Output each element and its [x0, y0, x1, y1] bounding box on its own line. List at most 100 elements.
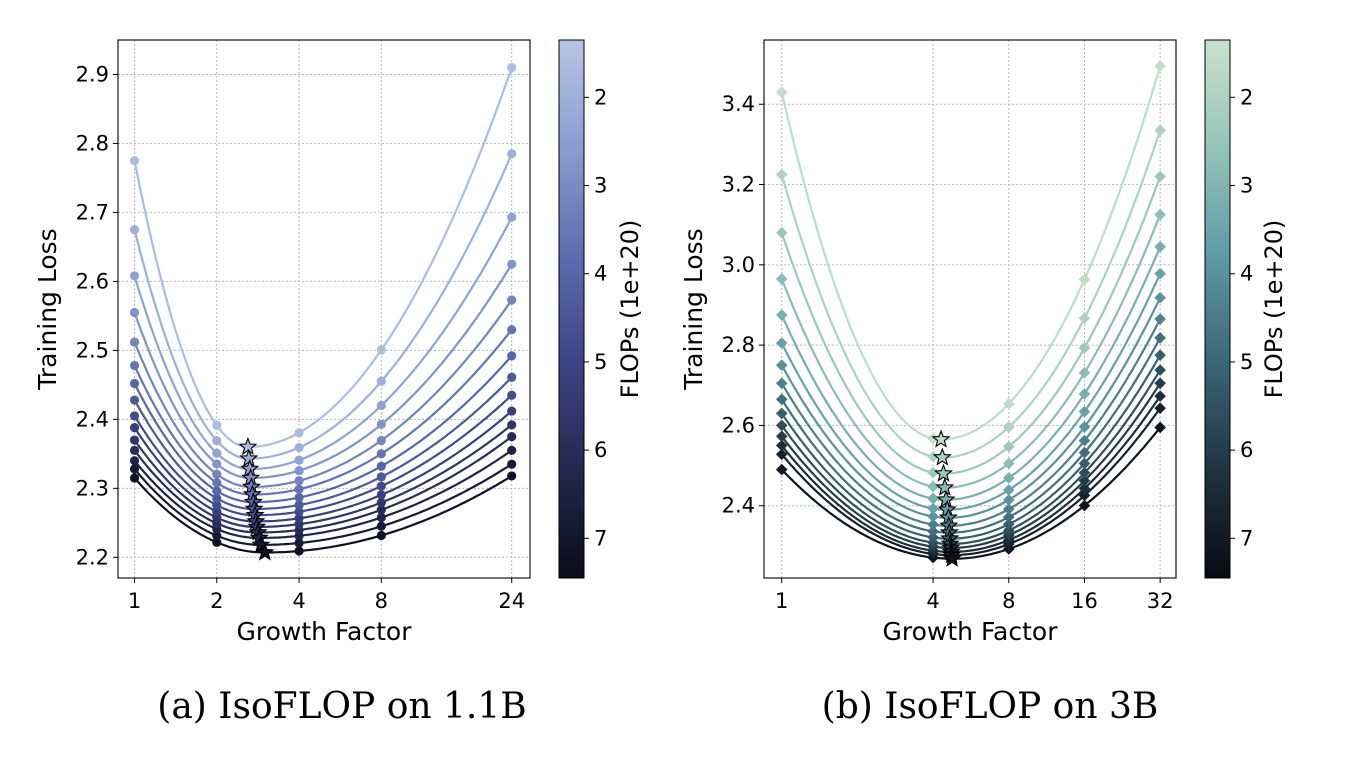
axes-frame-b — [763, 39, 1177, 579]
point-a-5.2-x24 — [507, 406, 517, 416]
point-a-7.2-x8 — [376, 530, 386, 541]
point-b-4-x8 — [1002, 494, 1015, 506]
point-b-7.2-x1 — [775, 463, 788, 476]
point-a-6.8-x8 — [376, 521, 386, 531]
point-b-3.2-x4 — [927, 492, 939, 505]
optimum-star-a-1.6 — [238, 436, 258, 456]
point-a-6.4-x1 — [129, 456, 140, 466]
point-a-4-x4 — [294, 492, 304, 503]
point-b-6.8-x1 — [775, 448, 788, 461]
point-b-3.2-x1 — [775, 309, 788, 321]
optimum-star-b-2 — [932, 447, 952, 466]
point-b-6.8-x32 — [1154, 402, 1166, 414]
point-a-1.6-x4 — [294, 428, 304, 438]
x-tick-label-32: 32 — [1147, 589, 1174, 613]
point-b-3.6-x16 — [1078, 405, 1091, 418]
x-tick-label-24: 24 — [498, 589, 525, 613]
point-b-4.8-x1 — [775, 393, 788, 406]
optimum-star-b-7.2 — [942, 548, 962, 567]
series-line-b-2.8 — [780, 214, 1162, 489]
point-a-2.4-x1 — [129, 271, 140, 281]
y-axis-label-a: Training Loss — [33, 228, 62, 390]
point-a-4.8-x24 — [507, 390, 517, 400]
point-b-4.4-x8 — [1002, 503, 1015, 515]
point-a-4-x1 — [129, 378, 140, 389]
colorbar-tick-label-a-5: 5 — [594, 350, 607, 374]
point-a-1.6-x2 — [212, 420, 222, 430]
point-b-4.8-x32 — [1154, 332, 1166, 344]
y-axis-label-b: Training Loss — [679, 228, 708, 390]
series-line-b-4.4 — [780, 318, 1162, 527]
caption-panel-b: (b) IsoFLOP on 3B — [821, 686, 1159, 727]
y-tick-label-2.9: 2.9 — [76, 62, 109, 86]
optimum-star-b-1.6 — [931, 429, 951, 448]
point-b-4-x1 — [775, 359, 788, 372]
colorbar-tick-label-b-7: 7 — [1240, 526, 1253, 550]
curves-b — [780, 65, 1162, 560]
point-a-7.2-x24 — [507, 471, 517, 481]
series-line-b-6 — [780, 382, 1162, 549]
point-b-6.8-x16 — [1078, 489, 1091, 502]
x-tick-label-16: 16 — [1071, 589, 1098, 613]
colorbar-tick-label-a-4: 4 — [594, 262, 607, 286]
point-a-2-x8 — [376, 376, 386, 386]
point-b-5.2-x16 — [1078, 457, 1091, 470]
series-line-a-6 — [133, 435, 513, 534]
point-b-2.4-x4 — [927, 466, 939, 479]
colorbar-b — [1204, 39, 1231, 579]
point-a-3.2-x2 — [212, 469, 222, 479]
point-a-2.8-x1 — [129, 307, 140, 318]
point-a-2.4-x4 — [294, 455, 304, 465]
point-a-3.2-x4 — [294, 476, 304, 486]
optima-b — [931, 429, 962, 567]
series-line-a-6.4 — [133, 449, 513, 540]
point-b-5.6-x32 — [1154, 364, 1166, 376]
point-a-3.2-x24 — [507, 295, 517, 305]
colorbar-tick-label-b-5: 5 — [1240, 350, 1253, 374]
point-a-3.6-x8 — [376, 449, 386, 459]
x-tick-label-1: 1 — [128, 589, 141, 613]
colorbar-a — [558, 39, 585, 579]
point-b-6.4-x1 — [775, 439, 788, 452]
series-line-b-1.6 — [780, 65, 1162, 441]
y-tick-label-3.0: 3.0 — [722, 253, 755, 277]
point-a-5.2-x4 — [294, 513, 304, 523]
point-a-7.2-x2 — [212, 537, 222, 547]
point-a-4.4-x8 — [376, 472, 386, 482]
point-a-6-x24 — [507, 432, 517, 442]
y-tick-label-2.6: 2.6 — [722, 413, 755, 437]
colorbar-tick-label-a-3: 3 — [594, 174, 607, 198]
point-a-4-x2 — [212, 486, 222, 496]
colorbar-tick-label-a-6: 6 — [594, 438, 607, 462]
point-a-4.8-x1 — [129, 411, 140, 421]
point-b-4.4-x32 — [1154, 313, 1166, 325]
point-a-4.4-x4 — [294, 500, 304, 510]
markers-a — [129, 62, 517, 556]
optimum-star-a-6.8 — [251, 534, 271, 554]
y-tick-label-2.5: 2.5 — [76, 338, 109, 362]
colorbar-label-a: FLOPs (1e+20) — [616, 220, 644, 399]
point-a-1.6-x8 — [376, 345, 386, 355]
point-a-2.8-x8 — [376, 419, 386, 430]
point-a-2.8-x4 — [294, 466, 304, 476]
y-tick-label-2.3: 2.3 — [76, 476, 109, 500]
point-b-3.6-x4 — [927, 502, 939, 515]
point-a-4.8-x2 — [212, 500, 222, 510]
point-a-5.6-x24 — [507, 420, 517, 430]
colorbar-tick-label-b-3: 3 — [1240, 174, 1253, 198]
point-b-1.6-x4 — [927, 432, 939, 445]
point-a-3.6-x24 — [507, 325, 517, 335]
point-a-3.2-x1 — [129, 337, 140, 347]
curves-a — [133, 67, 513, 554]
y-tick-label-2.7: 2.7 — [76, 200, 109, 224]
axes-frame-a — [117, 39, 531, 579]
colorbar-tick-label-b-6: 6 — [1240, 438, 1253, 462]
y-ticks-b: 2.4 2.6 2.8 3.0 3.2 3.4 — [722, 92, 764, 518]
point-b-1.6-x16 — [1078, 273, 1091, 286]
point-b-1.6-x8 — [1002, 397, 1015, 410]
point-b-3.6-x8 — [1002, 484, 1015, 496]
point-a-3.6-x2 — [212, 478, 222, 488]
x-tick-label-4: 4 — [292, 589, 305, 613]
point-b-5.2-x1 — [775, 407, 788, 420]
point-b-4.8-x16 — [1078, 446, 1091, 459]
